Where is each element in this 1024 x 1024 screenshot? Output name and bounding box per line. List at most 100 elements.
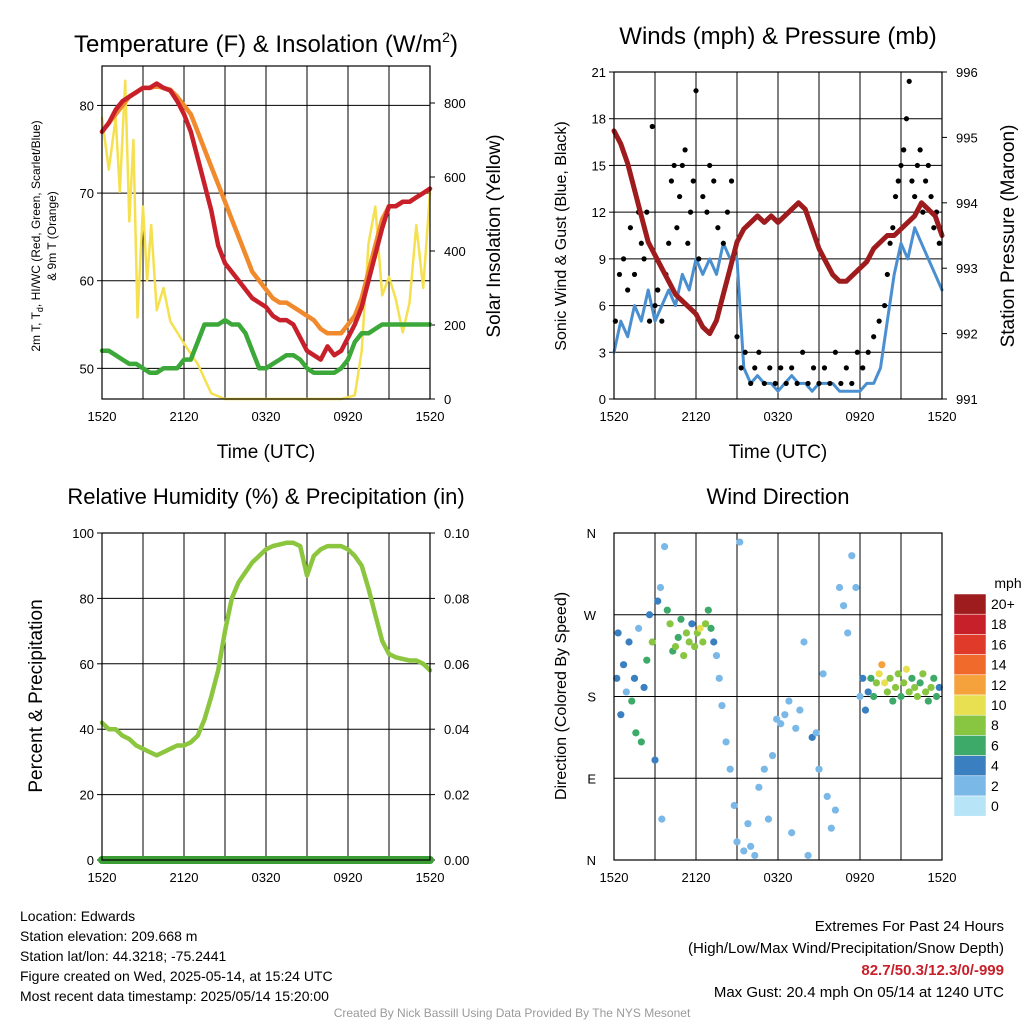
legend-swatch bbox=[953, 674, 987, 696]
direction-point bbox=[856, 692, 864, 701]
y-tick-label: 21 bbox=[592, 65, 606, 80]
gust-point bbox=[690, 178, 696, 184]
gust-point bbox=[923, 178, 929, 184]
direction-point bbox=[815, 765, 823, 773]
gust-point bbox=[925, 162, 931, 169]
temperature-ylabel-left-2: & 9m T (Orange) bbox=[45, 191, 59, 281]
gust-point bbox=[677, 193, 683, 200]
gust-point bbox=[720, 240, 726, 246]
station-location: Location: Edwards bbox=[20, 908, 136, 924]
gust-point bbox=[659, 318, 665, 324]
gust-point bbox=[903, 116, 910, 122]
direction-point bbox=[823, 792, 831, 801]
direction-point bbox=[726, 765, 734, 773]
extremes-info: Extremes For Past 24 Hours (High/Low/Max… bbox=[688, 916, 1004, 1004]
direction-point bbox=[619, 661, 628, 669]
gust-point bbox=[671, 162, 677, 169]
x-tick-label: 0920 bbox=[846, 409, 875, 424]
direction-point bbox=[744, 820, 752, 828]
direction-point bbox=[625, 638, 633, 646]
x-tick-label: 1520 bbox=[600, 409, 629, 424]
direction-point bbox=[677, 615, 685, 623]
gust-point bbox=[682, 147, 688, 153]
series-line bbox=[100, 79, 432, 401]
plot-frame bbox=[613, 532, 943, 861]
direction-point bbox=[840, 602, 848, 610]
direction-point bbox=[781, 711, 789, 719]
gust-point bbox=[700, 193, 706, 200]
winds-panel: Winds (mph) & Pressure (mb) Time (UTC) S… bbox=[553, 23, 1019, 463]
direction-point bbox=[733, 838, 741, 846]
temperature-xlabel: Time (UTC) bbox=[217, 442, 316, 463]
direction-point bbox=[764, 815, 773, 823]
y-right-tick-label: 0 bbox=[444, 392, 451, 407]
y-tick-label: 18 bbox=[592, 112, 606, 127]
y-right-tick-label: 994 bbox=[956, 196, 978, 211]
direction-point bbox=[614, 629, 622, 637]
y-tick-label: 80 bbox=[80, 591, 94, 606]
gust-point bbox=[821, 365, 828, 371]
direction-point bbox=[861, 706, 870, 714]
y-tick-label: 15 bbox=[592, 158, 606, 173]
gust-point bbox=[641, 256, 647, 262]
direction-point bbox=[922, 688, 930, 696]
gust-point bbox=[685, 240, 691, 246]
direction-point bbox=[819, 670, 827, 678]
winds-ylabel-right: Station Pressure (Maroon) bbox=[998, 125, 1019, 348]
gust-point bbox=[724, 209, 731, 215]
y-right-tick-label: 0.02 bbox=[444, 788, 469, 803]
direction-point bbox=[881, 679, 889, 687]
direction-point bbox=[656, 583, 665, 592]
direction-point bbox=[715, 674, 723, 682]
direction-point bbox=[643, 656, 651, 664]
x-tick-label: 0320 bbox=[764, 870, 793, 885]
figure-created: Figure created on Wed, 2025-05-14, at 15… bbox=[20, 968, 333, 984]
direction-point bbox=[622, 688, 630, 696]
direction-point bbox=[835, 583, 844, 592]
plot-frame bbox=[613, 71, 943, 400]
legend-swatch bbox=[953, 634, 987, 655]
direction-point bbox=[701, 620, 710, 628]
x-tick-label: 2120 bbox=[682, 870, 711, 885]
max-gust: Max Gust: 20.4 mph On 05/14 at 1240 UTC bbox=[713, 984, 1004, 1001]
direction-point bbox=[886, 674, 894, 682]
direction-point bbox=[660, 543, 669, 551]
direction-point bbox=[658, 815, 666, 823]
direction-point bbox=[897, 692, 905, 701]
series-line bbox=[612, 226, 944, 393]
direction-point bbox=[932, 692, 941, 701]
credit-line: Created By Nick Bassill Using Data Provi… bbox=[333, 1006, 691, 1020]
direction-point bbox=[900, 679, 908, 687]
direction-point bbox=[718, 701, 726, 710]
direction-point bbox=[688, 620, 696, 628]
gust-point bbox=[887, 240, 893, 246]
gust-point bbox=[794, 380, 800, 387]
extremes-heading: Extremes For Past 24 Hours bbox=[814, 918, 1004, 935]
humidity-ylabel-left: Percent & Precipitation bbox=[26, 599, 47, 792]
temperature-ylabel-right: Solar Insolation (Yellow) bbox=[484, 134, 505, 337]
gust-point bbox=[728, 178, 735, 184]
direction-point bbox=[671, 642, 680, 651]
x-tick-label: 0320 bbox=[252, 870, 281, 885]
direction-point bbox=[617, 711, 625, 719]
station-elevation: Station elevation: 209.668 m bbox=[20, 928, 198, 944]
direction-point bbox=[635, 624, 643, 632]
direction-point bbox=[916, 679, 924, 687]
gust-point bbox=[711, 178, 717, 184]
gust-point bbox=[778, 365, 784, 371]
legend-label: 12 bbox=[991, 677, 1007, 693]
direction-point bbox=[935, 683, 943, 692]
direction-point bbox=[919, 670, 927, 678]
direction-point bbox=[905, 688, 913, 696]
y-right-tick-label: 991 bbox=[956, 392, 978, 407]
wind-direction-title: Wind Direction bbox=[706, 484, 849, 509]
y-tick-label: 0 bbox=[599, 392, 606, 407]
direction-point bbox=[844, 629, 852, 637]
y-right-tick-label: 0.10 bbox=[444, 526, 469, 541]
direction-point bbox=[913, 692, 922, 701]
x-tick-label: 1520 bbox=[416, 409, 445, 424]
temperature-ylabel-left: 2m T, Td, HI/WC (Red, Green, Scarlet/Blu… bbox=[29, 120, 45, 351]
legend-swatch bbox=[953, 795, 987, 817]
gust-point bbox=[800, 349, 806, 355]
direction-point bbox=[827, 824, 835, 832]
